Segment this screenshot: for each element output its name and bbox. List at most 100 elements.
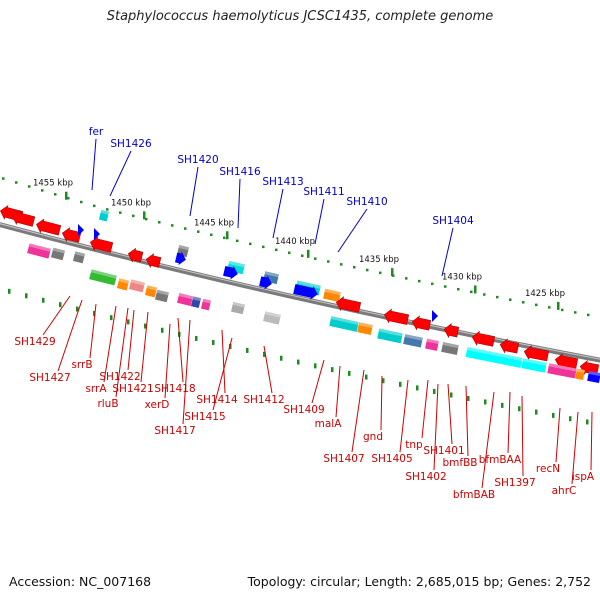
ruler-dot xyxy=(275,248,278,252)
top-gene-label: SH1426 xyxy=(110,138,152,150)
ruler-dot xyxy=(197,230,200,233)
gene-feature xyxy=(177,293,193,307)
ruler-dot xyxy=(67,196,70,200)
bottom-leader xyxy=(103,305,117,383)
gene-feature xyxy=(61,227,82,243)
bottom-leader xyxy=(221,329,226,394)
tick-dot xyxy=(501,402,504,408)
ruler-major-tick xyxy=(391,268,394,277)
gene-block-shine xyxy=(28,243,51,252)
ruler-dot xyxy=(106,208,109,211)
ruler-dot xyxy=(2,177,5,180)
gene-block xyxy=(27,243,51,259)
gene-block-shine xyxy=(192,296,202,302)
bottom-leader xyxy=(311,359,325,404)
top-gene-label: SH1410 xyxy=(346,196,387,208)
bottom-gene-label: SH1407 xyxy=(323,453,364,465)
ruler-dot xyxy=(509,298,512,301)
gene-block xyxy=(200,298,212,311)
bottom-leader xyxy=(555,407,561,463)
bottom-gene-label: xerD xyxy=(145,399,170,411)
tick-dot xyxy=(280,355,283,361)
gene-block xyxy=(403,334,423,348)
top-leader xyxy=(337,208,368,253)
gene-feature xyxy=(231,301,245,315)
tick-dot xyxy=(365,374,368,380)
tick-dot xyxy=(127,319,130,325)
gene-feature xyxy=(323,288,341,302)
bottom-gene-label: SH1405 xyxy=(371,453,412,465)
gene-block-shine xyxy=(442,342,459,349)
gene-arrow-right xyxy=(293,284,318,300)
bottom-leader xyxy=(212,337,233,411)
gene-block-shine xyxy=(156,289,170,296)
tick-dot xyxy=(535,409,538,415)
top-leader xyxy=(441,227,454,277)
gene-block-shine xyxy=(118,278,130,284)
gene-feature xyxy=(174,251,186,266)
gene-block-shine xyxy=(548,363,577,372)
gene-block-shine xyxy=(358,322,373,329)
bottom-leader xyxy=(351,369,365,453)
gene-block xyxy=(263,311,281,325)
bottom-gene-label: bmfBB xyxy=(443,457,478,469)
kbp-label: 1450 kbp xyxy=(111,198,151,208)
gene-arrow-left xyxy=(335,296,362,313)
bottom-gene-label: tnp xyxy=(405,439,423,451)
gene-block xyxy=(190,296,202,308)
gene-block xyxy=(98,209,110,222)
tick-dot xyxy=(416,385,419,391)
ruler-dot xyxy=(158,221,161,224)
gene-block-shine xyxy=(378,328,403,337)
top-gene-label: SH1420 xyxy=(177,154,218,166)
bottom-leader xyxy=(115,307,129,398)
gene-feature xyxy=(521,358,547,373)
tick-dot xyxy=(450,392,453,398)
gene-feature xyxy=(127,247,144,263)
gene-feature xyxy=(575,368,585,380)
gene-feature xyxy=(89,269,117,286)
ruler-dot xyxy=(587,313,590,317)
ruler-dot xyxy=(145,217,148,221)
tick-dot xyxy=(484,399,487,405)
gene-feature xyxy=(200,298,212,311)
ruler-major-tick xyxy=(307,249,310,258)
genome-summary-text: Topology: circular; Length: 2,685,015 bp… xyxy=(247,574,591,589)
kbp-labels: 1455 kbp 1450 kbp 1445 kbp 1440 kbp 1435 kbp… xyxy=(33,179,565,299)
top-leader xyxy=(237,178,241,229)
gene-block xyxy=(587,370,600,384)
ruler-dot xyxy=(301,254,304,257)
bottom-leader xyxy=(571,411,579,485)
tick-dot xyxy=(76,306,79,312)
kbp-label: 1445 kbp xyxy=(194,218,234,228)
kbp-label: 1430 kbp xyxy=(442,272,482,282)
gene-feature xyxy=(144,285,158,298)
gene-block xyxy=(72,251,86,264)
bottom-leader xyxy=(447,383,453,445)
bottom-leader xyxy=(481,391,495,489)
gene-block xyxy=(154,289,170,303)
gene-feature xyxy=(12,210,36,227)
bottom-leader xyxy=(164,323,171,399)
tick-dot xyxy=(569,416,572,422)
gene-block xyxy=(116,278,130,291)
gene-block-shine xyxy=(466,347,523,362)
gene-feature xyxy=(72,251,86,264)
gene-arrow-left xyxy=(471,330,496,347)
gene-block-shine xyxy=(264,271,279,278)
tick-dot xyxy=(399,381,402,387)
gene-arrow-left xyxy=(579,359,600,376)
ruler-dot xyxy=(93,204,96,208)
gene-arrow-left xyxy=(523,345,550,362)
accession-text: Accession: NC_007168 xyxy=(9,574,152,589)
ruler-dot xyxy=(171,224,174,227)
gene-arrow-right xyxy=(174,251,186,266)
gene-arrow-left xyxy=(127,247,144,263)
tick-dot xyxy=(586,419,589,425)
gene-arrow-left xyxy=(499,338,520,354)
tick-dot xyxy=(212,339,215,345)
gene-block-shine xyxy=(426,338,439,345)
gene-block-shine xyxy=(576,368,585,374)
ruler-dot xyxy=(548,306,551,309)
ruler-dot xyxy=(80,200,83,204)
